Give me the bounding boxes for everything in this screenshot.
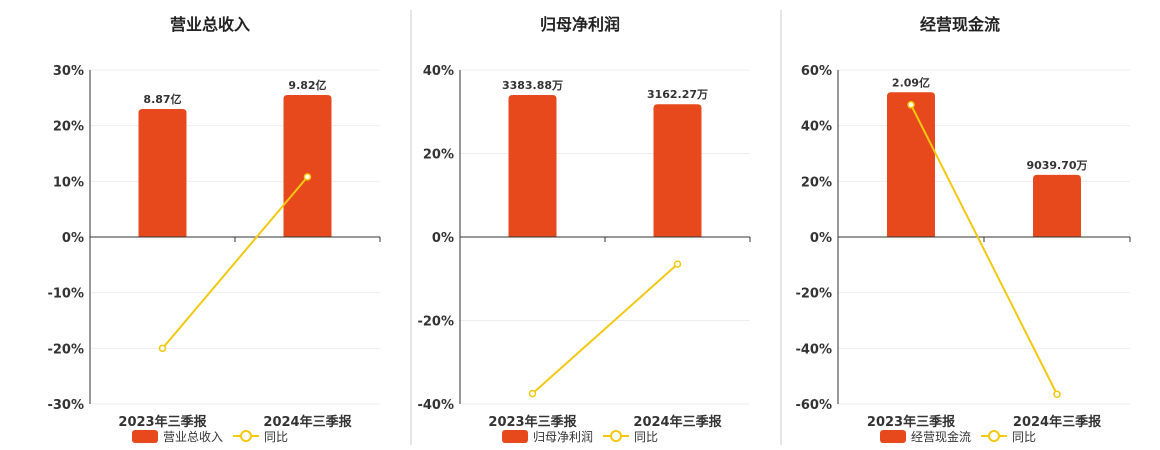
- y-tick-label: -20%: [795, 287, 832, 302]
- y-tick-label: 60%: [801, 64, 832, 79]
- y-tick-label: 30%: [53, 64, 84, 79]
- x-category-label: 2023年三季报: [118, 414, 207, 430]
- yoy-point: [673, 260, 682, 268]
- legend-line-label: 同比: [634, 430, 658, 444]
- yoy-point: [158, 344, 167, 353]
- yoy-line: [161, 176, 309, 349]
- bar-value-label: 3162.27万: [647, 88, 708, 101]
- legend-bar-swatch: [132, 430, 158, 443]
- y-tick-label: -60%: [795, 398, 832, 413]
- y-tick-label: -40%: [417, 398, 454, 413]
- chart-panel-3: 经营现金流 60% 40% 20% 0% -20% -40% -60% 2.09亿 9039.70…: [795, 15, 1131, 444]
- yoy-line: [531, 263, 679, 395]
- x-category-label: 2023年三季报: [488, 414, 577, 430]
- y-tick-label: 0%: [432, 231, 454, 246]
- y-tick-label: 20%: [801, 175, 832, 190]
- y-tick-label: -20%: [417, 315, 454, 330]
- chart-panel-2: 归母净利润 40% 20% 0% -20% -40% 3383.88万 3162.27万 202…: [417, 15, 751, 444]
- bar: [653, 104, 702, 237]
- bar-value-label: 8.87亿: [143, 92, 181, 106]
- y-tick-label: 10%: [53, 175, 84, 190]
- bar: [887, 92, 935, 238]
- chart-title: 归母净利润: [540, 15, 620, 34]
- yoy-point: [1053, 390, 1061, 399]
- x-category-label: 2024年三季报: [633, 414, 722, 430]
- y-tick-label: 0%: [62, 231, 84, 246]
- legend-bar-label: 归母净利润: [533, 430, 593, 444]
- y-tick-label: -40%: [795, 342, 832, 357]
- y-tick-label: -20%: [47, 342, 84, 357]
- bar: [508, 95, 557, 237]
- yoy-point: [907, 101, 915, 109]
- yoy-point: [528, 389, 537, 398]
- bar-value-label: 3383.88万: [502, 79, 563, 92]
- y-tick-label: 20%: [53, 120, 84, 135]
- x-category-label: 2024年三季报: [263, 414, 352, 430]
- legend-line-marker: [988, 430, 1000, 442]
- bar: [138, 108, 187, 237]
- bar: [283, 95, 332, 237]
- y-tick-label: -10%: [47, 287, 84, 302]
- x-category-label: 2024年三季报: [1013, 414, 1102, 430]
- yoy-line: [910, 104, 1058, 395]
- legend-bar-swatch: [502, 430, 528, 443]
- bar-value-label: 2.09亿: [892, 75, 930, 89]
- chart-title: 营业总收入: [170, 15, 250, 34]
- y-tick-label: 20%: [423, 148, 454, 163]
- y-tick-label: 40%: [801, 120, 832, 135]
- legend-line-marker: [610, 430, 622, 442]
- y-tick-label: -30%: [47, 398, 84, 413]
- legend-bar-swatch: [880, 430, 906, 443]
- bar-value-label: 9039.70万: [1026, 159, 1087, 172]
- y-tick-label: 0%: [810, 231, 832, 246]
- x-category-label: 2023年三季报: [867, 414, 956, 430]
- chart-panel-1: 营业总收入 30% 20% 10% 0% -10% -20% -30% 8.87亿 9.82亿 20…: [47, 15, 381, 444]
- legend-line-label: 同比: [264, 430, 288, 444]
- legend-bar-label: 经营现金流: [911, 429, 971, 444]
- legend-line-label: 同比: [1012, 430, 1036, 444]
- yoy-point: [303, 173, 312, 181]
- y-tick-label: 40%: [423, 64, 454, 79]
- legend-bar-label: 营业总收入: [163, 430, 223, 444]
- legend-line-marker: [240, 430, 252, 442]
- bar-value-label: 9.82亿: [288, 78, 326, 92]
- bar: [1033, 174, 1081, 237]
- chart-title: 经营现金流: [920, 15, 1000, 34]
